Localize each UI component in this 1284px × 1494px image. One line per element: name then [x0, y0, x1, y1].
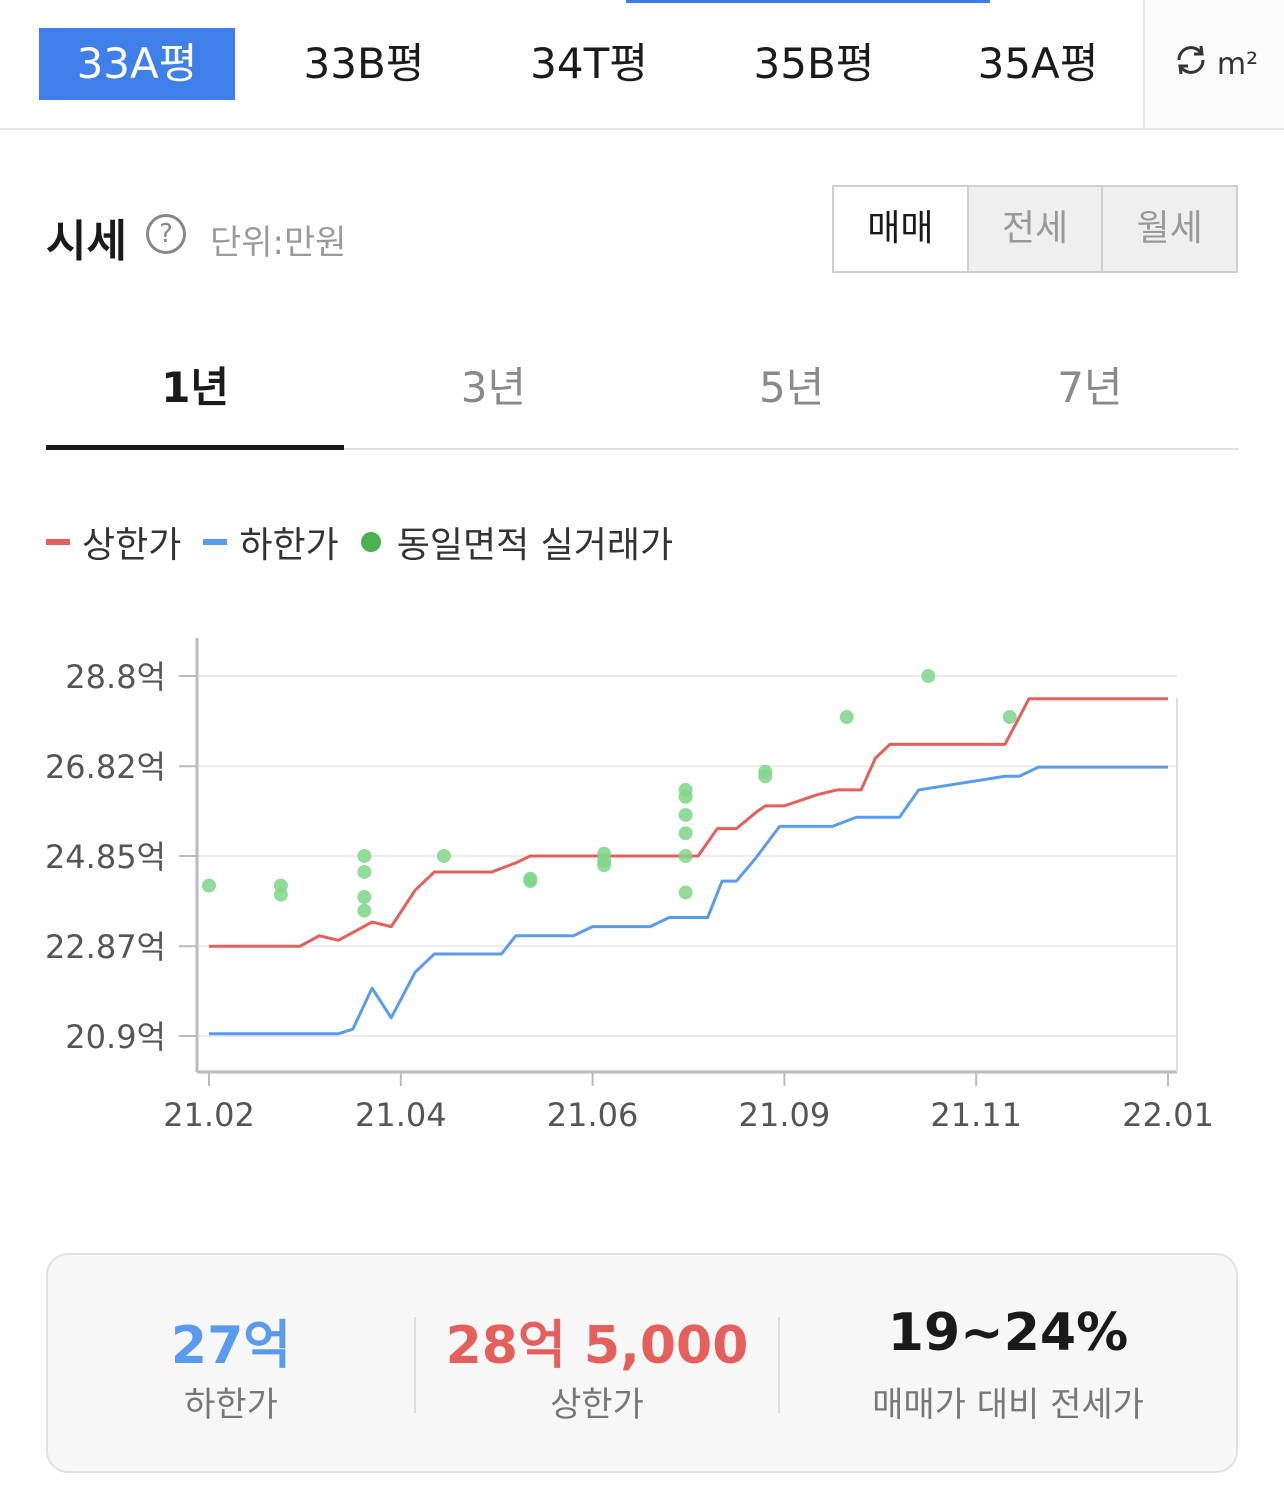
y-tick-label: 20.9억	[65, 1018, 166, 1056]
summary-ratio-value: 19~24%	[887, 1303, 1129, 1363]
summary-lower-value: 27억	[170, 1316, 292, 1376]
section-title: 시세	[46, 216, 127, 267]
legend-upper: 상한가	[46, 516, 181, 568]
legend-lower: 하한가	[203, 516, 339, 568]
period-tabs: 1년 3년 5년 7년	[46, 340, 1239, 450]
chart-legend: 상한가 하한가 동일면적 실거래가	[46, 516, 695, 568]
trade-tab-monthly[interactable]: 월세	[1101, 187, 1237, 271]
x-tick-label: 21.02	[163, 1096, 255, 1134]
deal-point	[436, 849, 451, 863]
price-chart-svg: 28.8억 26.82억 24.85억 22.87억 20.9억 21.02 21.04 21…	[45, 638, 1214, 1134]
upper-price-line	[209, 697, 1168, 948]
summary-divider	[778, 1317, 780, 1413]
period-tab-3y[interactable]: 3년	[460, 363, 527, 412]
deal-point	[357, 890, 372, 905]
period-tab-5y[interactable]: 5년	[758, 363, 825, 412]
deal-point	[678, 826, 693, 841]
lower-price-line	[209, 765, 1168, 1036]
x-tick-label: 21.04	[355, 1096, 447, 1134]
period-tab-7y[interactable]: 7년	[1057, 363, 1123, 412]
x-tick-label: 22.01	[1122, 1096, 1214, 1134]
scroll-indicator	[626, 0, 990, 3]
deal-point	[357, 903, 372, 918]
area-tab-bar: 33A평 33B평 34T평 35B평 35A평 m²	[0, 0, 1284, 130]
summary-divider	[414, 1317, 416, 1413]
deal-point	[597, 858, 612, 873]
y-tick-label: 22.87억	[45, 928, 166, 966]
x-tick-label: 21.09	[739, 1096, 831, 1134]
y-tick-label: 28.8억	[65, 658, 166, 696]
area-tab-35a[interactable]: 35A평	[977, 39, 1099, 88]
period-tab-1y[interactable]: 1년	[46, 340, 345, 450]
summary-upper-value: 28억 5,000	[445, 1316, 749, 1376]
summary-lower-label: 하한가	[184, 1385, 278, 1425]
refresh-icon	[1171, 40, 1211, 88]
deal-point	[921, 669, 936, 683]
y-tick-label: 26.82억	[45, 748, 166, 786]
x-tick-label: 21.11	[930, 1096, 1022, 1134]
deal-point	[678, 789, 693, 804]
deal-point	[357, 864, 372, 879]
price-chart[interactable]: 28.8억 26.82억 24.85억 22.87억 20.9억 21.02 21.04 21…	[0, 600, 1284, 1160]
y-tick-label: 24.85억	[45, 838, 166, 876]
area-tab-33a[interactable]: 33A평	[39, 28, 235, 100]
legend-upper-label: 상한가	[82, 525, 182, 566]
unit-toggle-button[interactable]: m²	[1143, 0, 1284, 128]
deal-point	[758, 769, 773, 784]
trade-tab-sale[interactable]: 매매	[834, 187, 967, 271]
deal-point	[678, 807, 693, 822]
trade-tab-jeonse[interactable]: 전세	[966, 187, 1102, 271]
x-tick-label: 21.06	[547, 1096, 639, 1134]
legend-deal-label: 동일면적 실거래가	[396, 525, 674, 566]
question-icon[interactable]: ?	[146, 214, 186, 254]
legend-lower-label: 하한가	[239, 525, 339, 566]
summary-upper-label: 상한가	[550, 1385, 644, 1425]
deal-point	[202, 878, 216, 893]
legend-upper-swatch	[46, 539, 70, 545]
deal-point	[273, 887, 288, 902]
trade-type-tabs: 매매 전세 월세	[832, 185, 1238, 273]
legend-deal: 동일면적 실거래가	[360, 516, 674, 568]
deal-point	[839, 710, 854, 725]
summary-ratio: 19~24% 매매가 대비 전세가	[780, 1255, 1236, 1471]
legend-deal-swatch	[360, 532, 381, 552]
legend-lower-swatch	[203, 539, 228, 545]
price-summary-card: 27억 하한가 28억 5,000 상한가 19~24% 매매가 대비 전세가	[46, 1253, 1238, 1473]
unit-toggle-label: m²	[1216, 46, 1259, 82]
deal-point	[357, 849, 372, 863]
deal-point	[678, 849, 693, 863]
summary-upper: 28억 5,000 상한가	[416, 1255, 778, 1471]
area-tab-35b[interactable]: 35B평	[753, 39, 875, 88]
deal-point	[678, 885, 693, 900]
area-tab-34t[interactable]: 34T평	[530, 39, 648, 88]
deal-point	[1002, 710, 1017, 725]
deal-point	[523, 871, 538, 886]
area-tab-33b[interactable]: 33B평	[303, 39, 425, 88]
summary-ratio-label: 매매가 대비 전세가	[872, 1385, 1144, 1425]
unit-label: 단위:만원	[210, 223, 347, 263]
summary-lower: 27억 하한가	[48, 1255, 414, 1471]
